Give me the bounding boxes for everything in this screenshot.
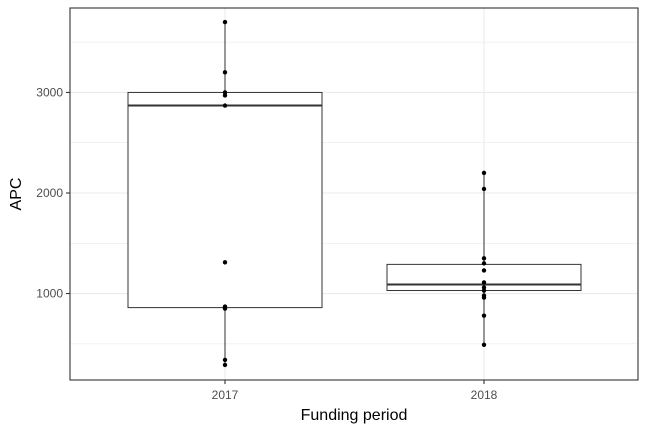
data-point: [481, 256, 487, 261]
data-point: [222, 70, 228, 75]
data-point: [222, 103, 228, 108]
data-point: [481, 288, 487, 293]
data-point: [481, 295, 487, 300]
data-point: [481, 313, 487, 318]
box-body: [127, 91, 323, 309]
data-point: [481, 186, 487, 192]
data-point: [481, 268, 487, 273]
data-point: [222, 260, 228, 265]
y-tick-label: 3000: [36, 85, 63, 99]
plot-panel-border: [69, 7, 639, 381]
data-point: [481, 261, 487, 266]
x-axis-title: Funding period: [301, 407, 408, 424]
y-tick-label: 2000: [36, 186, 63, 200]
data-point: [481, 170, 487, 176]
data-point: [222, 19, 228, 25]
data-point: [481, 280, 487, 285]
data-point: [222, 90, 228, 95]
y-tick-label: 1000: [36, 287, 63, 301]
data-point: [222, 306, 228, 311]
axis-ticks: 1000 2000 3000 2017 2018: [36, 85, 497, 402]
data-point: [481, 342, 487, 348]
data-point: [481, 285, 487, 290]
x-tick-label: 2017: [212, 388, 239, 402]
y-axis-title: APC: [8, 178, 25, 211]
boxes: [127, 22, 582, 365]
data-point: [222, 93, 228, 98]
data-point: [222, 357, 228, 363]
data-point: [222, 362, 228, 368]
box-2017: [127, 22, 323, 365]
data-points: [222, 19, 487, 368]
x-tick-label: 2018: [471, 388, 498, 402]
